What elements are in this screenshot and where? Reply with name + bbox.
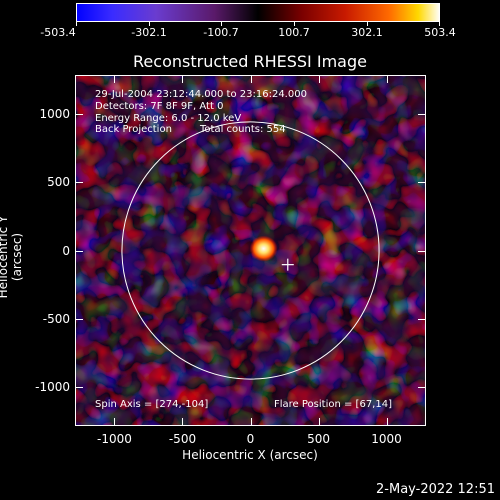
x-tick-mark — [114, 75, 116, 83]
y-axis-title: Heliocentric Y (arcsec) — [0, 216, 24, 299]
x-tick-mark — [250, 75, 252, 83]
image-title: Reconstructed RHESSI Image — [133, 52, 367, 71]
x-tick-mark — [386, 75, 388, 83]
x-tick-label: 0 — [246, 432, 255, 446]
spin-axis-text: Spin Axis = [274,-104] — [95, 399, 209, 410]
spin-axis-cross-icon — [281, 258, 294, 271]
solar-limb-circle — [121, 121, 380, 380]
y-tick-mark — [418, 318, 426, 320]
y-tick-mark — [75, 386, 83, 388]
y-tick-mark — [418, 114, 426, 116]
y-tick-mark — [418, 250, 426, 252]
detectors-text: Detectors: 7F 8F 9F, Att 0 — [95, 101, 224, 112]
x-tick-mark — [182, 75, 184, 83]
colorbar-tick-label: 100.7 — [278, 26, 310, 39]
colorbar-tick — [149, 22, 150, 26]
x-tick-mark — [114, 418, 116, 426]
x-tick-mark — [386, 418, 388, 426]
y-tick-label: -500 — [42, 311, 70, 326]
method-text: Back Projection — [95, 124, 172, 135]
solar-image — [75, 75, 426, 426]
colorbar-tick — [367, 22, 368, 26]
flare-hotspot — [249, 235, 278, 262]
colorbar-tick-label: 302.1 — [351, 26, 383, 39]
y-tick-mark — [75, 250, 83, 252]
x-tick-label: -500 — [168, 432, 197, 446]
y-tick-mark — [75, 114, 83, 116]
colorbar-tick-label: -302.1 — [131, 26, 167, 39]
colorbar-frame — [76, 3, 440, 22]
colorbar-tick — [439, 22, 440, 26]
y-tick-mark — [75, 318, 83, 320]
y-tick-mark — [75, 182, 83, 184]
y-tick-label: 500 — [47, 175, 70, 190]
colorbar-tick — [76, 22, 77, 26]
y-tick-label: -1000 — [35, 379, 70, 394]
x-tick-mark — [318, 418, 320, 426]
total-counts-text: Total counts: 554 — [200, 124, 286, 135]
x-tick-label: 1000 — [371, 432, 402, 446]
colorbar — [76, 3, 440, 22]
x-tick-mark — [250, 418, 252, 426]
y-tick-mark — [418, 182, 426, 184]
x-tick-mark — [318, 75, 320, 83]
colorbar-tick-label: -503.4 — [40, 26, 76, 39]
y-tick-mark — [418, 386, 426, 388]
energy-range-text: Energy Range: 6.0 - 12.0 keV — [95, 113, 242, 124]
x-tick-label: 500 — [307, 432, 330, 446]
flare-position-text: Flare Position = [67,14] — [274, 399, 392, 410]
x-axis-title: Heliocentric X (arcsec) — [182, 448, 318, 462]
y-tick-label: 1000 — [39, 107, 70, 122]
footer-date: 2-May-2022 12:51 — [376, 482, 495, 497]
colorbar-tick-label: -100.7 — [203, 26, 239, 39]
x-tick-label: -1000 — [97, 432, 132, 446]
colorbar-tick — [294, 22, 295, 26]
colorbar-tick — [221, 22, 222, 26]
y-tick-label: 0 — [62, 243, 70, 258]
colorbar-tick-label: 503.4 — [424, 26, 456, 39]
x-tick-mark — [182, 418, 184, 426]
time-range-text: 29-Jul-2004 23:12:44.000 to 23:16:24.000 — [95, 89, 307, 100]
solar-image-svg — [75, 75, 426, 426]
